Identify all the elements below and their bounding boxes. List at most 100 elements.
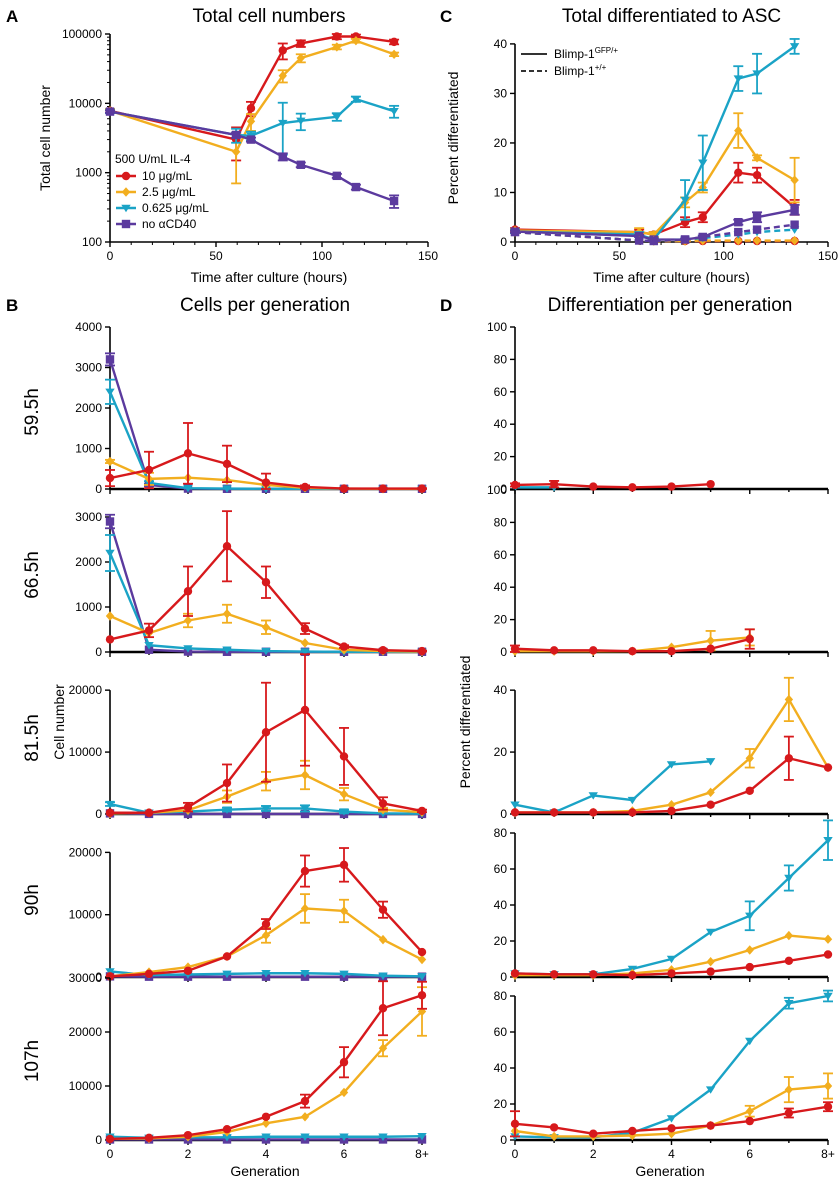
- data-point: [278, 71, 287, 81]
- data-point: [261, 970, 271, 978]
- data-point: [745, 753, 754, 763]
- data-point: [378, 799, 388, 808]
- data-point: [296, 117, 306, 125]
- legend-marker: [121, 204, 131, 213]
- data-point: [549, 479, 559, 489]
- legend-marker: [121, 219, 131, 229]
- series-2-5-g-ml: [510, 676, 833, 818]
- x-tick-label: 8+: [415, 1147, 429, 1161]
- data-point: [706, 967, 715, 976]
- y-tick-label: 4000: [75, 320, 102, 334]
- y-tick-label: 100: [82, 235, 102, 249]
- data-point: [261, 1133, 271, 1141]
- data-point: [706, 635, 715, 646]
- data-point: [278, 152, 287, 161]
- data-point: [667, 482, 676, 491]
- data-point: [389, 196, 399, 206]
- y-tick-label: 20000: [69, 845, 103, 859]
- y-tick-label: 2000: [75, 401, 102, 415]
- y-tick-label: 20: [494, 136, 508, 150]
- series-10-g-ml: [105, 847, 427, 981]
- y-tick-label: 0: [500, 235, 507, 249]
- data-point: [510, 969, 520, 978]
- data-point: [300, 903, 310, 914]
- y-tick-label: 0: [95, 807, 102, 821]
- series-no-cd40: [105, 107, 400, 209]
- data-point: [278, 119, 288, 128]
- y-tick-label: 0: [500, 1133, 507, 1147]
- chart-d5: 0 20 40 60 80 0 2 4 6 8+: [494, 989, 835, 1161]
- chart-d4: 0 20 40 60 80: [494, 819, 833, 984]
- data-point: [300, 770, 310, 780]
- data-point: [784, 874, 794, 883]
- x-tick-label: 0: [512, 1147, 519, 1161]
- data-point: [222, 609, 232, 619]
- data-point: [784, 1084, 794, 1095]
- data-point: [300, 809, 310, 819]
- y-tick-label: 3000: [75, 361, 102, 375]
- data-point: [246, 135, 256, 144]
- xlabel-generation-b: Generation: [230, 1163, 299, 1179]
- data-point: [823, 1081, 833, 1091]
- data-point: [510, 644, 520, 653]
- panel-label-a: A: [6, 7, 18, 26]
- data-point: [105, 635, 115, 644]
- data-point: [666, 955, 677, 964]
- data-point: [332, 42, 342, 52]
- section-title-b: Cells per generation: [180, 295, 350, 316]
- series-10-g-ml: [510, 1101, 833, 1138]
- data-point: [790, 235, 799, 246]
- y-tick-label: 3000: [75, 510, 102, 524]
- data-point: [378, 905, 388, 914]
- chart-b2: 0 1000 2000 3000: [75, 510, 427, 659]
- y-tick-label: 0: [95, 1133, 102, 1147]
- ylabel-percent-differentiated: Percent differentiated: [457, 656, 473, 789]
- data-point: [300, 1112, 310, 1122]
- x-tick-label: 8+: [821, 1147, 835, 1161]
- data-point: [105, 549, 115, 558]
- data-point: [628, 646, 637, 656]
- x-tick-label: 0: [107, 249, 114, 263]
- data-point: [231, 147, 241, 157]
- data-point: [183, 645, 193, 653]
- x-tick-label: 100: [714, 249, 734, 263]
- data-point: [300, 1133, 310, 1141]
- data-point: [339, 752, 349, 761]
- data-point: [823, 950, 833, 959]
- data-point: [278, 46, 287, 55]
- data-point: [706, 479, 715, 489]
- data-point: [378, 934, 388, 945]
- data-point: [300, 624, 310, 633]
- data-point: [589, 646, 598, 655]
- data-point: [183, 966, 193, 975]
- data-point: [705, 758, 716, 766]
- row-label-107h: 107h: [22, 1040, 43, 1082]
- data-point: [549, 808, 559, 817]
- y-tick-label: 80: [494, 826, 508, 840]
- data-point: [332, 171, 342, 181]
- x-tick-label: 4: [668, 1147, 675, 1161]
- data-point: [300, 866, 310, 876]
- x-tick-label: 50: [613, 249, 627, 263]
- chart-d3: 0 20 40: [494, 676, 833, 821]
- x-tick-label: 4: [263, 1147, 270, 1161]
- data-point: [296, 39, 305, 48]
- y-tick-label: 30000: [69, 971, 103, 985]
- data-point: [222, 778, 232, 788]
- data-point: [183, 587, 193, 596]
- data-point: [745, 1106, 754, 1116]
- data-point: [784, 930, 794, 941]
- data-point: [628, 483, 637, 492]
- data-point: [549, 646, 559, 655]
- data-point: [417, 806, 427, 816]
- data-point: [261, 1112, 271, 1121]
- data-point: [261, 478, 271, 487]
- y-tick-label: 80: [494, 989, 508, 1003]
- y-tick-label: 80: [494, 515, 508, 529]
- data-point: [417, 954, 427, 965]
- x-tick-label: 150: [418, 249, 438, 263]
- data-point: [752, 213, 762, 222]
- y-tick-label: 10000: [69, 1079, 103, 1093]
- y-tick-label: 40: [494, 1061, 508, 1075]
- data-point: [510, 1119, 520, 1129]
